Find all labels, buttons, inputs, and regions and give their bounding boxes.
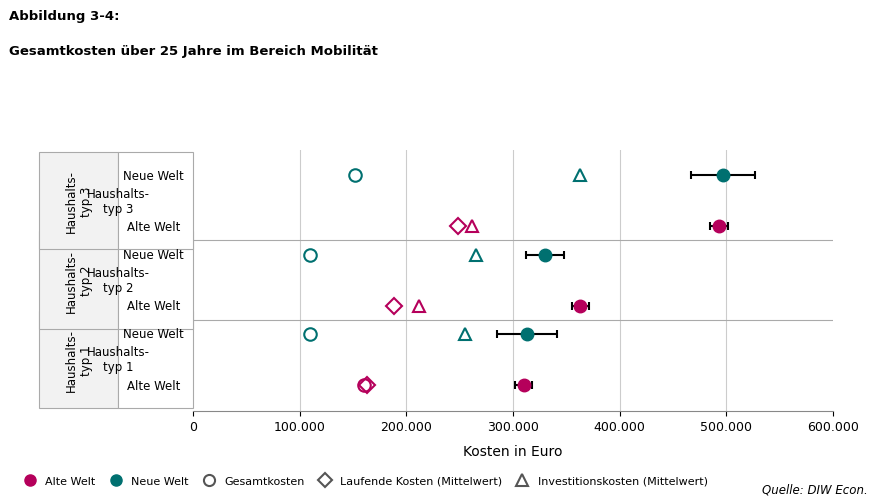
Legend: Alte Welt, Neue Welt, Gesamtkosten, Laufende Kosten (Mittelwert), Investitionsko: Alte Welt, Neue Welt, Gesamtkosten, Lauf…: [14, 471, 712, 490]
Text: Neue Welt: Neue Welt: [123, 248, 184, 262]
X-axis label: Kosten in Euro: Kosten in Euro: [463, 444, 563, 458]
Text: Alte Welt: Alte Welt: [120, 220, 174, 233]
Text: Abbildung 3-4:: Abbildung 3-4:: [9, 10, 119, 23]
Text: Neue Welt: Neue Welt: [113, 328, 174, 341]
Text: Gesamtkosten über 25 Jahre im Bereich Mobilität: Gesamtkosten über 25 Jahre im Bereich Mo…: [9, 45, 378, 58]
Text: Alte Welt: Alte Welt: [127, 300, 180, 313]
Text: Alte Welt: Alte Welt: [127, 379, 180, 392]
Text: Haushalts-
typ 2: Haushalts- typ 2: [87, 267, 150, 295]
Text: Quelle: DIW Econ.: Quelle: DIW Econ.: [762, 483, 868, 496]
Text: Haushalts-
typ 3: Haushalts- typ 3: [87, 187, 150, 215]
Text: Neue Welt: Neue Welt: [123, 169, 184, 182]
Text: Haushalts-
typ 3: Haushalts- typ 3: [65, 170, 93, 233]
Text: Alte Welt: Alte Welt: [120, 300, 174, 313]
Text: Haushalts-
typ 1: Haushalts- typ 1: [65, 328, 93, 391]
Text: Haushalts-
typ 2: Haushalts- typ 2: [65, 249, 93, 312]
Text: Alte Welt: Alte Welt: [127, 220, 180, 233]
Text: Alte Welt: Alte Welt: [120, 379, 174, 392]
Text: Haushalts-
typ 1: Haushalts- typ 1: [87, 346, 150, 374]
Text: Neue Welt: Neue Welt: [113, 248, 174, 262]
Text: Neue Welt: Neue Welt: [113, 169, 174, 182]
Text: Neue Welt: Neue Welt: [123, 328, 184, 341]
